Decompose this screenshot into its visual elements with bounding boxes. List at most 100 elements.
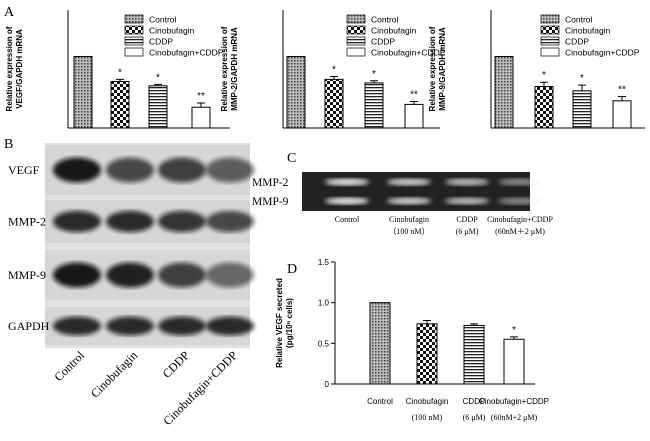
blot-row-label: MMP-9	[252, 196, 289, 208]
annotation: *	[332, 65, 336, 76]
bar	[494, 55, 514, 129]
legend-swatch	[124, 47, 144, 57]
annotation: **	[197, 91, 205, 102]
y-axis-label: Relative expression of	[5, 26, 14, 111]
bar	[612, 100, 632, 129]
legend-swatch	[124, 14, 144, 24]
blot-lane-label: CDDP	[456, 215, 478, 224]
bar	[572, 90, 592, 129]
legend-label: Cinobufagin	[371, 26, 417, 36]
y-tick-label: 0	[325, 380, 330, 389]
legend-label: CDDP	[371, 37, 395, 47]
y-tick-label: 1.5	[318, 258, 330, 267]
error-bar	[470, 323, 478, 326]
blot-band	[206, 262, 254, 288]
blot-band	[445, 178, 489, 186]
legend-label: CDDP	[565, 37, 589, 47]
blot-lane-label: Control	[51, 348, 87, 384]
error-bar	[578, 84, 586, 91]
y-axis-label: Relative VEGF secreted	[275, 278, 284, 368]
annotation: *	[542, 70, 546, 81]
blot-lane-label: Cinobufagin	[88, 348, 140, 400]
blot-band	[53, 210, 101, 233]
blot-lane-label: Control	[335, 215, 360, 224]
blot-band	[106, 210, 154, 233]
error-bar	[510, 336, 518, 340]
blot-band	[158, 210, 206, 233]
x-tick-note: (6 μM)	[463, 413, 486, 422]
bar	[148, 85, 168, 129]
blot-lane-note: (60nM＋2 μM)	[495, 227, 545, 236]
blot-row-label: MMP-2	[8, 215, 46, 229]
blot-row-label: GAPDH	[8, 319, 50, 333]
bar	[324, 78, 344, 129]
legend-swatch	[540, 25, 560, 35]
blot-band	[445, 197, 489, 205]
legend-swatch	[346, 47, 366, 57]
blot-band	[206, 157, 254, 183]
legend-swatch	[540, 14, 560, 24]
error-bar	[410, 101, 418, 105]
annotation: *	[512, 325, 516, 336]
x-tick-label: Control	[367, 397, 393, 406]
bar	[364, 82, 384, 129]
blot-c	[302, 172, 530, 211]
annotation: *	[372, 69, 376, 80]
y-axis-label: (pg/10⁶ cells)	[285, 298, 294, 348]
blot-band	[206, 210, 254, 233]
annotation: **	[410, 90, 418, 101]
x-tick-label: Cinobufagin+CDDP	[479, 397, 549, 406]
blot-row-label: MMP-2	[252, 177, 289, 189]
legend-label: Control	[149, 15, 177, 25]
legend-swatch	[346, 14, 366, 24]
bar	[534, 86, 554, 129]
blot-lane-note: （100 nM）	[388, 227, 429, 236]
y-axis-label: Relative expression of	[220, 26, 229, 111]
y-axis-label: MMP-9/GAPDH mRNA	[438, 27, 447, 111]
legend-label: Control	[371, 15, 399, 25]
legend-label: CDDP	[149, 37, 173, 47]
bar	[416, 323, 438, 385]
legend-swatch	[346, 36, 366, 46]
blot-lane-note: (6 μM)	[456, 227, 479, 236]
bar	[191, 106, 211, 129]
legend-swatch	[124, 25, 144, 35]
error-bar	[197, 102, 205, 108]
bar	[110, 81, 130, 129]
legend-swatch	[124, 36, 144, 46]
legend-swatch	[540, 47, 560, 57]
blot-band	[53, 262, 101, 288]
legend-label: Cinobufagin+CDDP	[149, 48, 224, 58]
y-axis-label: VEGF/GAPDH mRNA	[15, 29, 24, 109]
annotation: **	[618, 85, 626, 96]
blot-row-label: MMP-9	[8, 268, 46, 282]
bar	[463, 324, 485, 385]
error-bar	[154, 83, 162, 86]
error-bar	[618, 96, 626, 101]
blot-band	[53, 157, 101, 183]
blot-lane-label: Cinobufagin	[389, 215, 429, 224]
legend-label: Cinobufagin+CDDP	[565, 48, 640, 58]
blot-band	[158, 316, 206, 336]
annotation: *	[118, 67, 122, 78]
legend-swatch	[346, 25, 366, 35]
blot-band	[106, 262, 154, 288]
blot-lane-label: Cinobufagin+CDDP	[487, 215, 553, 224]
y-tick-label: 1.0	[318, 299, 330, 308]
x-tick-note: (60nM+2 μM)	[491, 413, 538, 422]
annotation: *	[156, 72, 160, 83]
annotation: *	[580, 73, 584, 84]
blot-band	[158, 157, 206, 183]
blot-band	[325, 178, 369, 186]
blot-band	[106, 316, 154, 336]
x-tick-label: CDDP	[463, 397, 486, 406]
panel-letter: A	[4, 5, 15, 20]
blot-band	[387, 178, 431, 186]
panel-letter: C	[287, 151, 296, 166]
blot-lane-label: CDDP	[160, 348, 193, 381]
legend-label: Control	[565, 15, 593, 25]
panel-letter: D	[287, 262, 297, 277]
blot-band	[325, 197, 369, 205]
blot-band	[158, 262, 206, 288]
